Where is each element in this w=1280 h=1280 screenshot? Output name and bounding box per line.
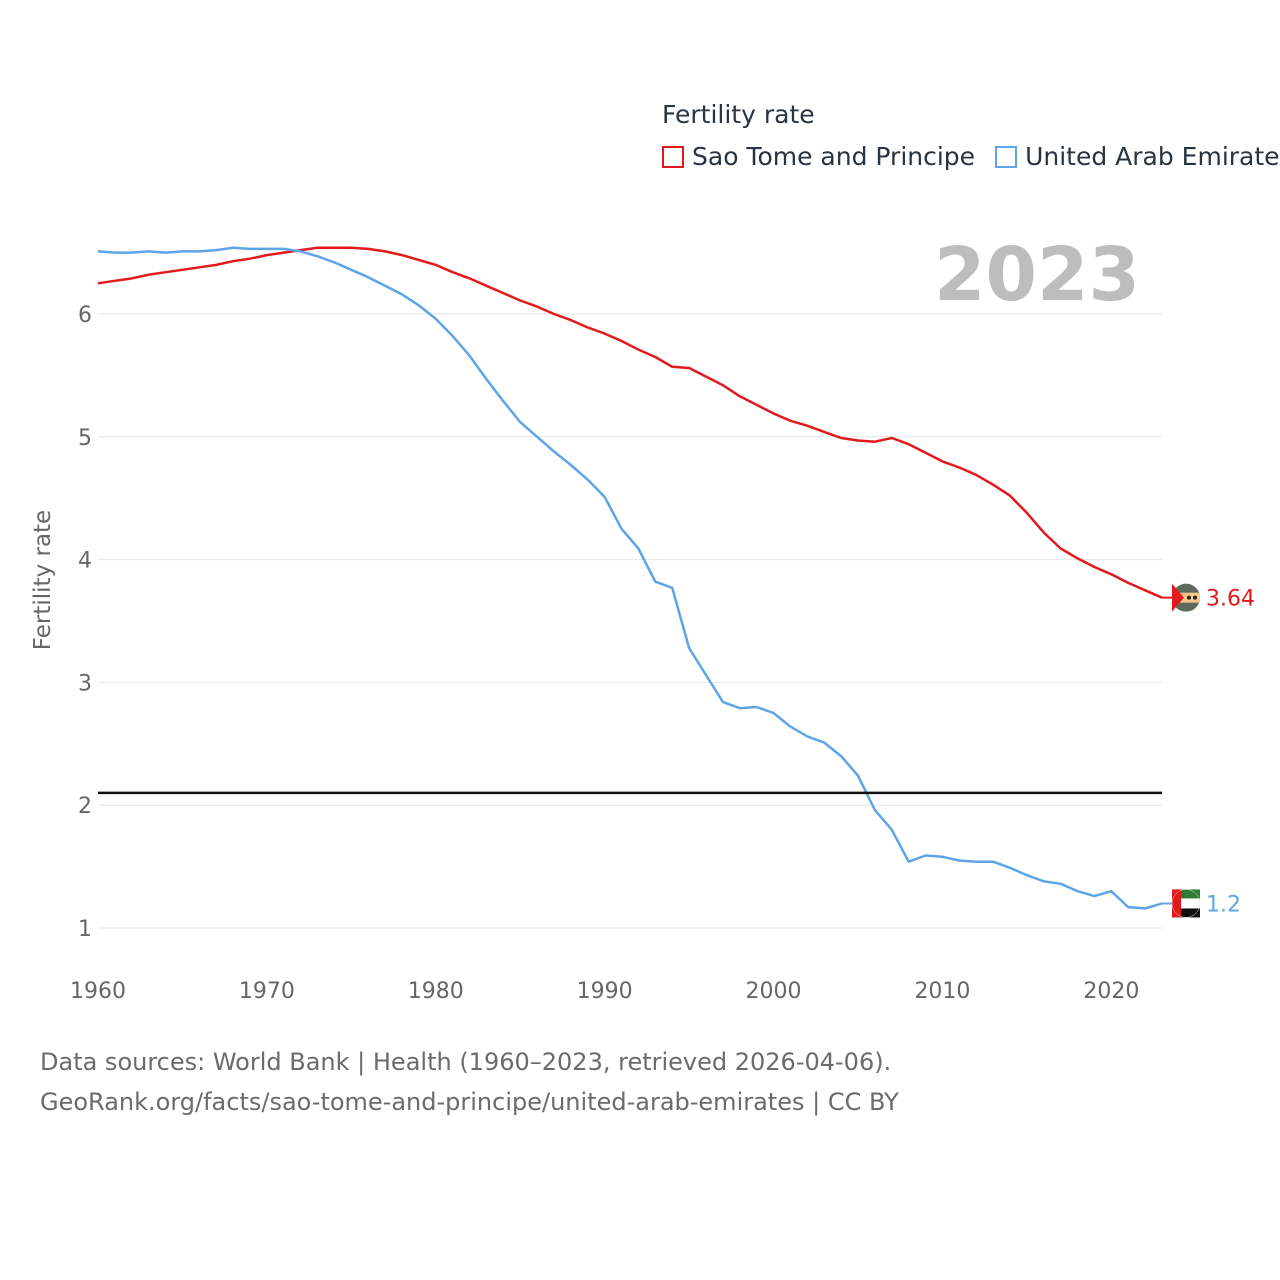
y-tick-5: 5 <box>78 426 92 451</box>
legend-title: Fertility rate <box>662 100 815 129</box>
y-tick-6: 6 <box>78 303 92 328</box>
x-tick-2020: 2020 <box>1083 979 1139 1004</box>
flag-uae-icon <box>1171 889 1201 918</box>
legend-item-uae[interactable]: United Arab Emirates <box>995 142 1280 171</box>
x-tick-2010: 2010 <box>914 979 970 1004</box>
legend-label-sao-tome: Sao Tome and Principe <box>692 142 976 171</box>
y-axis-title: Fertility rate <box>30 510 56 650</box>
legend-label-uae: United Arab Emirates <box>1025 142 1280 171</box>
end-label-uae: 1.2 <box>1206 892 1241 917</box>
y-tick-1: 1 <box>78 917 92 942</box>
x-tick-1970: 1970 <box>239 979 295 1004</box>
gridlines <box>98 313 1162 929</box>
y-axis-ticks: 1 2 3 4 5 6 <box>78 303 92 942</box>
legend: Sao Tome and Principe United Arab Emirat… <box>662 142 1280 171</box>
end-markers: 3.64 1.2 <box>1162 583 1255 918</box>
series-line-sao-tome <box>97 246 1163 599</box>
end-label-sao-tome: 3.64 <box>1206 587 1255 612</box>
flag-sao-tome-icon <box>1172 583 1200 612</box>
y-tick-2: 2 <box>78 794 92 819</box>
x-tick-2000: 2000 <box>746 979 802 1004</box>
legend-swatch-sao-tome <box>662 145 684 168</box>
x-tick-1980: 1980 <box>408 979 464 1004</box>
fertility-rate-chart: 1 2 3 4 5 6 1960 1970 1980 1990 2000 2010 2020 Fert… <box>30 232 1255 1004</box>
footer-sources: Data sources: World Bank | Health (1960–… <box>40 1048 892 1076</box>
legend-item-sao-tome[interactable]: Sao Tome and Principe <box>662 142 975 171</box>
series-line-uae <box>97 246 1163 910</box>
footer-link[interactable]: GeoRank.org/facts/sao-tome-and-principe/… <box>40 1088 899 1116</box>
series-lines <box>97 246 1163 910</box>
legend-swatch-uae <box>995 145 1018 168</box>
x-tick-1960: 1960 <box>70 979 126 1004</box>
year-label: 2023 <box>934 232 1140 318</box>
y-tick-3: 3 <box>78 671 92 696</box>
x-axis-ticks: 1960 1970 1980 1990 2000 2010 2020 <box>70 979 1139 1004</box>
footer: Data sources: World Bank | Health (1960–… <box>40 1042 899 1122</box>
y-tick-4: 4 <box>78 549 92 574</box>
x-tick-1990: 1990 <box>577 979 633 1004</box>
